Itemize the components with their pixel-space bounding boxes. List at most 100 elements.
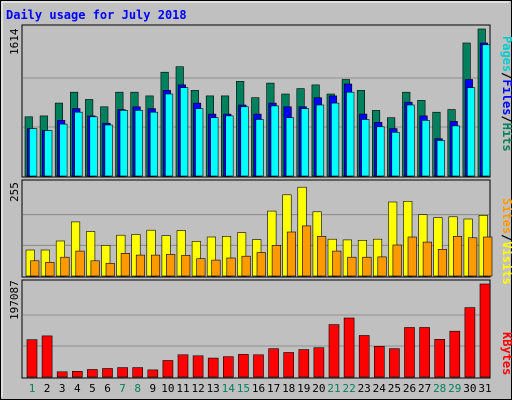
sites-bar-day-13 bbox=[211, 259, 221, 277]
pages-bar-day-11 bbox=[180, 87, 189, 177]
visits-bars bbox=[25, 186, 493, 277]
sites-bar-day-31 bbox=[483, 236, 493, 277]
day-label: 12 bbox=[191, 382, 204, 395]
sites-bar-day-29 bbox=[452, 236, 463, 277]
pages-bar-day-18 bbox=[285, 117, 294, 177]
day-label: 1 bbox=[29, 382, 36, 395]
svg-text:Pages/Files/Hits: Pages/Files/Hits bbox=[500, 36, 512, 152]
day-label: 3 bbox=[59, 382, 66, 395]
kbytes-bar-day-17 bbox=[268, 348, 279, 378]
hits-legend: Pages/Files/Hits bbox=[500, 36, 512, 152]
day-label: 14 bbox=[222, 382, 236, 395]
sites-bar-day-11 bbox=[181, 255, 191, 277]
sites-bar-day-17 bbox=[271, 245, 281, 277]
sites-bar-day-26 bbox=[407, 236, 417, 277]
visits-ymax-label: 255 bbox=[8, 182, 21, 202]
chart-title: Daily usage for July 2018 bbox=[6, 8, 187, 22]
legend-pages: Pages bbox=[500, 36, 512, 72]
kbytes-bar-day-30 bbox=[464, 307, 476, 378]
kbytes-bar-day-26 bbox=[404, 327, 415, 378]
legend-visits: Visits bbox=[500, 241, 512, 284]
day-label: 25 bbox=[388, 382, 401, 395]
pages-bar-day-28 bbox=[436, 140, 445, 177]
pages-bar-day-4 bbox=[74, 111, 83, 177]
pages-bar-day-6 bbox=[104, 124, 113, 177]
pages-bar-day-29 bbox=[451, 125, 461, 177]
legend-kbytes: KBytes bbox=[500, 332, 512, 375]
sites-bar-day-12 bbox=[196, 258, 206, 277]
day-label: 20 bbox=[312, 382, 325, 395]
kbytes-bar-day-2 bbox=[41, 335, 53, 378]
day-label: 6 bbox=[104, 382, 111, 395]
pages-bar-day-24 bbox=[376, 126, 385, 177]
pages-bar-day-1 bbox=[29, 128, 38, 177]
day-label: 7 bbox=[119, 382, 126, 395]
kbytes-bar-day-9 bbox=[147, 369, 159, 378]
pages-bar-day-27 bbox=[421, 120, 430, 177]
kbytes-bar-day-3 bbox=[56, 371, 68, 378]
kbytes-bar-day-16 bbox=[253, 354, 264, 378]
sites-bar-day-9 bbox=[151, 254, 161, 277]
kbytes-bar-day-11 bbox=[177, 354, 189, 378]
pages-bar-day-8 bbox=[134, 110, 143, 177]
kbytes-bar-day-1 bbox=[26, 339, 38, 378]
kbytes-panel: 197087 KBytes bbox=[8, 279, 512, 379]
day-label: 10 bbox=[161, 382, 174, 395]
day-label: 28 bbox=[433, 382, 446, 395]
pages-bar-day-3 bbox=[59, 123, 68, 177]
kbytes-bar-day-8 bbox=[132, 367, 143, 378]
day-label: 17 bbox=[267, 382, 280, 395]
pages-bar-day-20 bbox=[315, 104, 325, 177]
legend-files: Files bbox=[500, 79, 512, 115]
hits-ymax-label: 1614 bbox=[8, 28, 21, 55]
sites-bar-day-27 bbox=[422, 241, 432, 277]
sites-bar-day-20 bbox=[317, 236, 327, 277]
day-label: 24 bbox=[373, 382, 387, 395]
kbytes-bar-day-31 bbox=[479, 283, 491, 378]
sites-bar-day-18 bbox=[286, 231, 297, 277]
day-label: 9 bbox=[149, 382, 156, 395]
sites-bar-day-21 bbox=[332, 250, 342, 277]
sites-bar-day-14 bbox=[226, 257, 236, 277]
pages-bar-day-7 bbox=[119, 110, 128, 177]
kbytes-bar-day-23 bbox=[358, 335, 370, 378]
kbytes-bar-day-6 bbox=[102, 368, 113, 378]
kbytes-bar-day-10 bbox=[162, 360, 174, 378]
pages-bar-day-13 bbox=[210, 117, 219, 177]
svg-text:KBytes: KBytes bbox=[500, 332, 512, 375]
legend-hits: Hits bbox=[500, 123, 512, 152]
kbytes-bar-day-4 bbox=[72, 370, 83, 378]
kbytes-bar-day-13 bbox=[207, 357, 219, 378]
day-label: 22 bbox=[342, 382, 355, 395]
sites-bar-day-7 bbox=[120, 253, 130, 277]
day-axis-labels: 1 2 3 4 5 6 7 8 9 10 11 12 13 14 15 16 17 18 19 20 21 22 23 24 2… bbox=[29, 382, 492, 395]
pages-bar-day-19 bbox=[300, 108, 310, 177]
kbytes-bar-day-7 bbox=[117, 367, 128, 378]
visits-legend: Sites/Visits bbox=[500, 198, 512, 285]
kbytes-bar-day-15 bbox=[238, 354, 249, 378]
kbytes-bar-day-14 bbox=[223, 356, 234, 378]
kbytes-bar-day-24 bbox=[373, 345, 385, 378]
sites-bar-day-5 bbox=[90, 260, 100, 277]
pages-bar-day-17 bbox=[270, 105, 279, 177]
kbytes-bar-day-29 bbox=[449, 330, 461, 378]
kbytes-bar-day-19 bbox=[298, 349, 310, 378]
kbytes-bar-day-22 bbox=[343, 317, 355, 378]
day-label: 11 bbox=[176, 382, 189, 395]
pages-bar-day-21 bbox=[331, 102, 340, 177]
pages-bar-day-30 bbox=[466, 87, 476, 177]
day-label: 27 bbox=[418, 382, 431, 395]
pages-bar-day-12 bbox=[195, 108, 204, 177]
sites-bar-day-23 bbox=[362, 256, 372, 277]
kbytes-bar-day-18 bbox=[283, 352, 295, 378]
sites-bar-day-15 bbox=[241, 255, 251, 277]
day-label: 18 bbox=[282, 382, 295, 395]
visits-panel: 255 Sites/Visits bbox=[8, 179, 512, 285]
legend-sep-3: / bbox=[500, 234, 512, 241]
kbytes-bar-day-27 bbox=[419, 327, 430, 378]
pages-bar-day-10 bbox=[165, 93, 174, 177]
kbytes-bar-day-25 bbox=[389, 348, 400, 378]
day-label: 29 bbox=[448, 382, 461, 395]
pages-bar-day-31 bbox=[482, 44, 491, 177]
